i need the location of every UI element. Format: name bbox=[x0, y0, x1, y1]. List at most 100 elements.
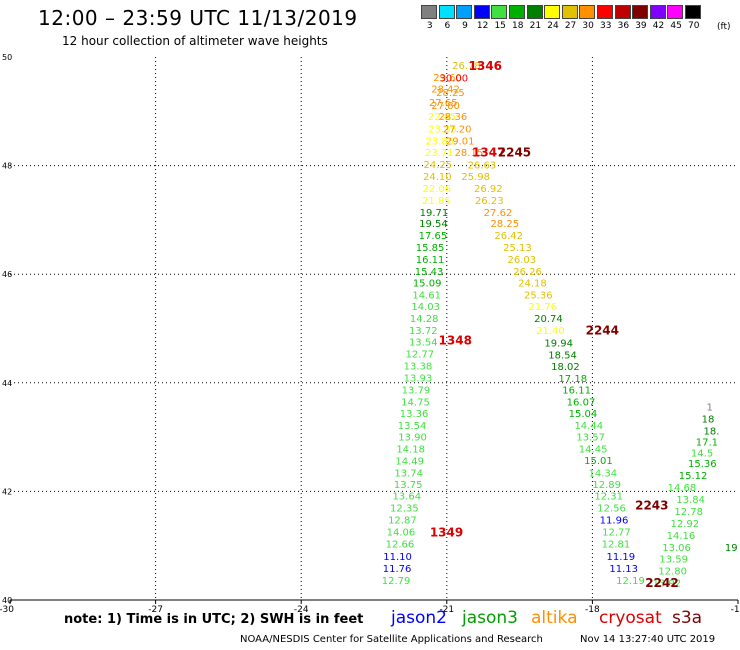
color-scale-label: 21 bbox=[529, 21, 542, 31]
data-point: 15.12 bbox=[679, 471, 708, 482]
color-swatch bbox=[473, 5, 490, 19]
data-point: 21.85 bbox=[422, 196, 451, 207]
data-point: 12.77 bbox=[406, 349, 435, 360]
data-point: 27.20 bbox=[443, 125, 472, 136]
data-point: 1 bbox=[706, 403, 712, 414]
data-point: 12.77 bbox=[602, 528, 631, 539]
color-swatch bbox=[544, 5, 561, 19]
data-point: 13.36 bbox=[400, 409, 429, 420]
data-point: 11.13 bbox=[609, 564, 638, 575]
data-point: 27.62 bbox=[484, 208, 513, 219]
y-tick-label: 40 bbox=[2, 596, 12, 605]
data-point: 21.76 bbox=[528, 302, 557, 313]
color-swatch bbox=[684, 5, 701, 19]
data-point: 15.01 bbox=[584, 456, 613, 467]
data-point: 19.71 bbox=[420, 208, 449, 219]
data-point: 15.36 bbox=[688, 459, 717, 470]
data-point: 24.10 bbox=[423, 172, 452, 183]
legend-cryosat: cryosat bbox=[599, 608, 662, 628]
data-point: 26.03 bbox=[507, 255, 536, 266]
data-point: 29.01 bbox=[446, 137, 475, 148]
x-tick-label: -24 bbox=[294, 605, 309, 615]
data-point: 12.80 bbox=[658, 567, 687, 578]
data-point: 12.66 bbox=[386, 540, 415, 551]
data-point: 12.87 bbox=[388, 516, 417, 527]
data-point: 19.94 bbox=[544, 339, 573, 350]
color-scale-label: 12 bbox=[476, 21, 489, 31]
y-tick-label: 48 bbox=[2, 162, 12, 171]
data-point: 14.61 bbox=[412, 290, 441, 301]
data-point: 13.64 bbox=[392, 492, 421, 503]
data-point: 15.09 bbox=[413, 278, 442, 289]
y-tick-label: 46 bbox=[2, 270, 12, 279]
time-label: 1346 bbox=[469, 59, 502, 73]
color-swatch bbox=[667, 5, 684, 19]
color-swatch bbox=[491, 5, 508, 19]
data-point: 14.16 bbox=[667, 531, 696, 542]
data-point: 14.28 bbox=[410, 314, 439, 325]
data-point: 14.03 bbox=[411, 302, 440, 313]
data-point: 12.92 bbox=[671, 519, 700, 530]
color-scale-swatches bbox=[421, 5, 703, 19]
data-point: 15.43 bbox=[415, 267, 444, 278]
data-point: 27.80 bbox=[431, 101, 460, 112]
y-tick-label: 42 bbox=[2, 487, 12, 496]
data-point: 17.65 bbox=[419, 231, 448, 242]
data-point: 18 bbox=[702, 415, 715, 426]
data-point: 17.1 bbox=[696, 437, 718, 448]
data-point: 22.85 bbox=[428, 112, 457, 123]
time-label: 1348 bbox=[439, 333, 472, 347]
data-point: 12.81 bbox=[602, 540, 631, 551]
x-tick-label: -30 bbox=[0, 605, 14, 615]
color-scale-label: 15 bbox=[494, 21, 506, 31]
data-point: 14.18 bbox=[396, 445, 425, 456]
data-point: 14.49 bbox=[395, 456, 424, 467]
data-point: 14.68 bbox=[668, 483, 697, 494]
data-point: 28.36 bbox=[439, 112, 468, 123]
color-swatch bbox=[579, 5, 596, 19]
data-point: 12.35 bbox=[390, 504, 419, 515]
color-swatch bbox=[438, 5, 455, 19]
data-point: 18.54 bbox=[548, 351, 577, 362]
color-scale-label: 45 bbox=[670, 21, 682, 31]
data-point: 18.02 bbox=[551, 362, 580, 373]
data-point: 12.19 bbox=[616, 576, 645, 587]
color-scale-label: 18 bbox=[512, 21, 524, 31]
color-scale-labels: 3 6 9 12 15 18 21 24 27 30 33 36 39 42 45 70 bbox=[421, 21, 703, 31]
chart-title: 12:00 – 23:59 UTC 11/13/2019 bbox=[38, 6, 358, 30]
data-point: 14.45 bbox=[579, 445, 608, 456]
data-point: 25.98 bbox=[461, 172, 490, 183]
y-tick-label: 44 bbox=[2, 379, 12, 388]
color-scale-label: 36 bbox=[617, 21, 630, 31]
data-point: 13.38 bbox=[404, 361, 433, 372]
data-point: 13.54 bbox=[398, 421, 427, 432]
data-point: 13.59 bbox=[659, 555, 688, 566]
data-point: 14.06 bbox=[387, 528, 416, 539]
data-point: 16.07 bbox=[567, 397, 596, 408]
time-label: 2245 bbox=[498, 145, 531, 159]
data-point: 15.85 bbox=[416, 243, 445, 254]
color-scale-label: 27 bbox=[564, 21, 577, 31]
time-label: 2244 bbox=[586, 324, 619, 338]
data-point: 13.84 bbox=[676, 495, 705, 506]
color-swatch bbox=[561, 5, 578, 19]
data-point: 26.63 bbox=[468, 161, 497, 172]
x-tick-label: -18 bbox=[585, 605, 600, 615]
color-scale-label: 3 bbox=[426, 21, 433, 31]
time-label: 2243 bbox=[635, 498, 668, 512]
data-point: 23.85 bbox=[425, 137, 454, 148]
data-point: 21.40 bbox=[536, 326, 565, 337]
data-point: 28.42 bbox=[431, 84, 460, 95]
data-point: 13.93 bbox=[404, 373, 433, 384]
data-point: 28.25 bbox=[490, 219, 519, 230]
data-point: 25.13 bbox=[503, 243, 532, 254]
data-point: 13.54 bbox=[409, 338, 438, 349]
data-point: 19.54 bbox=[419, 219, 448, 230]
data-point: 26.23 bbox=[475, 196, 504, 207]
data-point: 14.44 bbox=[574, 421, 603, 432]
data-point: 17.18 bbox=[558, 374, 587, 385]
data-point: 13.74 bbox=[394, 468, 423, 479]
data-point: 26.78 bbox=[452, 61, 481, 72]
data-point: 26.92 bbox=[474, 184, 503, 195]
x-tick-label: -21 bbox=[439, 605, 454, 615]
